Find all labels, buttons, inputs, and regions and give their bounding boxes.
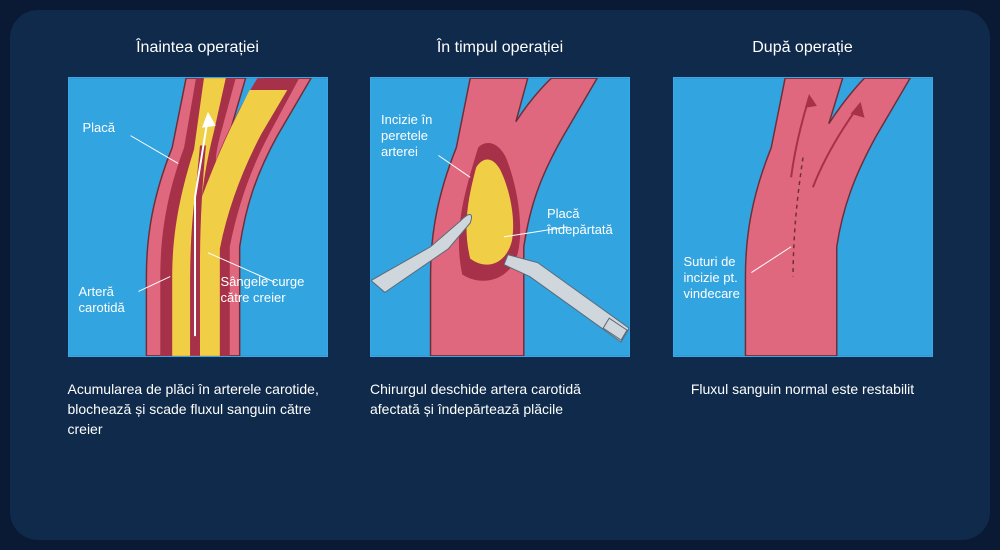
panel-after-title: După operație: [752, 38, 853, 59]
before-svg: [69, 78, 327, 356]
panel-before-caption: Acumularea de plăci în arterele carotide…: [68, 379, 328, 440]
panel-before-illustration: Placă Arteră carotidă Sângele curge cătr…: [68, 77, 328, 357]
panel-during: În timpul operației: [353, 38, 648, 512]
panel-after: După operație Suturi: [655, 38, 950, 512]
panel-after-illustration: Suturi de incizie pt. vindecare: [673, 77, 933, 357]
panel-before-title: Înaintea operației: [136, 38, 259, 59]
panel-during-illustration: Incizie în peretele arterei Placă îndepă…: [370, 77, 630, 357]
info-card: Înaintea operației: [10, 10, 990, 540]
after-svg: [674, 78, 932, 356]
panel-during-title: În timpul operației: [437, 38, 563, 59]
panel-before: Înaintea operației: [50, 38, 345, 512]
panel-during-caption: Chirurgul deschide artera carotidă afect…: [370, 379, 630, 420]
during-svg: [371, 78, 629, 356]
panel-after-caption: Fluxul sanguin normal este restabilit: [673, 379, 933, 399]
